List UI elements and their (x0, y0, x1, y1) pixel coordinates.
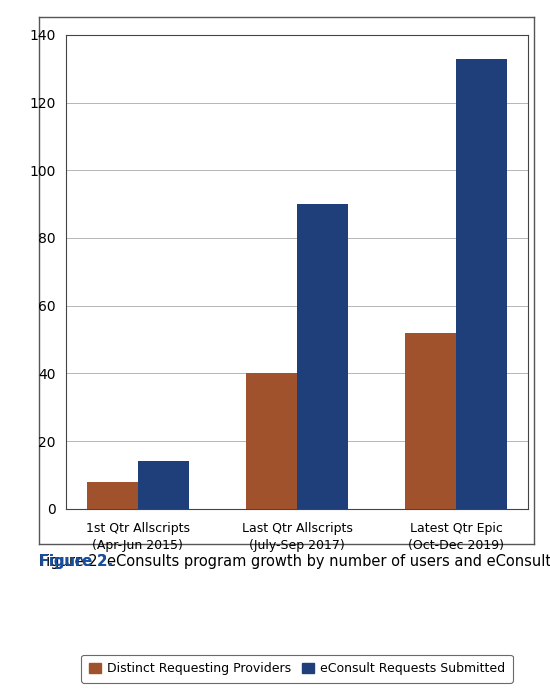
Bar (456, 59, 507, 509)
Bar (246, 374, 297, 509)
Text: Figure 2.: Figure 2. (39, 554, 113, 569)
Legend: Distinct Requesting Providers, eConsult Requests Submitted: Distinct Requesting Providers, eConsult … (81, 654, 513, 682)
Text: Figure 2.: Figure 2. (39, 554, 113, 569)
Text: Figure 2. eConsults program growth by number of users and eConsults submitted fr: Figure 2. eConsults program growth by nu… (39, 554, 550, 569)
Bar (138, 461, 189, 509)
Bar (297, 204, 348, 509)
Bar (405, 332, 456, 509)
Bar (87, 482, 138, 509)
